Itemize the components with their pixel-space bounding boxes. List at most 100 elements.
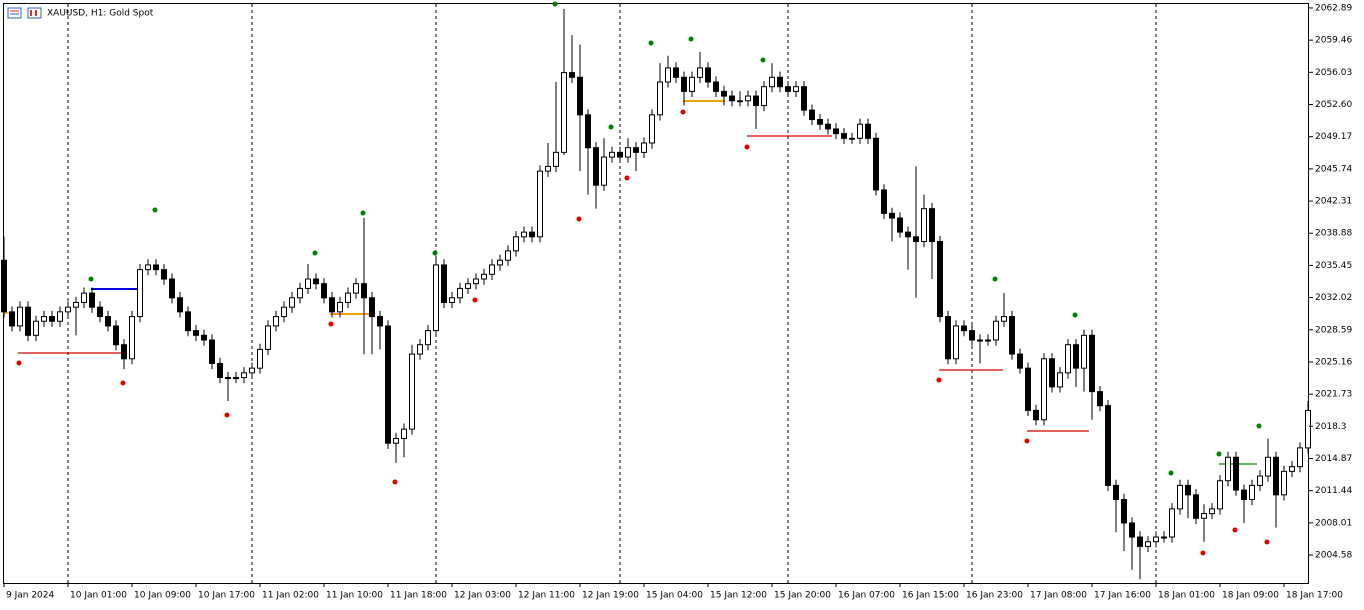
candle-body: [385, 325, 391, 444]
candle-body: [345, 292, 351, 303]
y-tick-label: 2062.89: [1315, 3, 1352, 13]
candle-body: [1129, 522, 1135, 538]
candle-body: [121, 344, 127, 360]
x-tick-label: 11 Jan 18:00: [390, 591, 447, 601]
x-tick-label: 18 Jan 17:00: [1286, 591, 1343, 601]
candle-body: [753, 95, 759, 106]
candle-body: [457, 287, 463, 299]
y-tick-label: 2032.02: [1315, 293, 1352, 303]
candle-body: [257, 348, 263, 369]
candle-body: [1161, 536, 1167, 539]
x-tick-label: 11 Jan 02:00: [262, 591, 319, 601]
dot: [648, 40, 654, 46]
candle-body: [369, 297, 375, 318]
candle-body: [9, 311, 15, 327]
y-tick-label: 2038.88: [1315, 229, 1352, 239]
candle-body: [1153, 536, 1159, 543]
candle-body: [609, 151, 615, 158]
dot: [552, 1, 558, 7]
candle-body: [1065, 344, 1071, 374]
candle-body: [657, 81, 663, 116]
candle-body: [1081, 334, 1087, 369]
candle-body: [1033, 409, 1039, 421]
x-tick-label: 12 Jan 19:00: [582, 591, 639, 601]
dot: [152, 207, 158, 213]
candle-body: [825, 123, 831, 130]
candle-body: [401, 428, 407, 440]
candle-body: [849, 137, 855, 140]
candle-body: [665, 67, 671, 83]
candle-body: [201, 334, 207, 341]
candle-body: [1305, 409, 1311, 449]
candle-body: [1209, 508, 1215, 515]
candle-body: [1057, 372, 1063, 388]
icon: [7, 7, 22, 19]
candle-body: [25, 306, 31, 336]
candle-body: [793, 86, 799, 92]
candle-body: [1233, 456, 1239, 491]
y-tick-label: 2045.74: [1315, 164, 1352, 174]
chart-title: XAUUSD, H1: Gold Spot: [47, 9, 154, 19]
candle-body: [641, 142, 647, 153]
candle-body: [161, 269, 167, 280]
dot: [576, 216, 582, 222]
dot: [1168, 470, 1174, 476]
candle-body: [1257, 475, 1263, 486]
candle-body: [433, 264, 439, 332]
candle-body: [785, 86, 791, 92]
candle-body: [89, 292, 95, 308]
candle-body: [945, 316, 951, 360]
candle-body: [1217, 480, 1223, 510]
candle-body: [249, 367, 255, 374]
candle-body: [441, 264, 447, 303]
candle-body: [361, 283, 367, 299]
candle-body: [273, 316, 279, 327]
candle-body: [1121, 498, 1127, 524]
dot: [120, 380, 126, 386]
candle-body: [553, 151, 559, 167]
candle-body: [857, 123, 863, 139]
candle-body: [97, 306, 103, 318]
candle-body: [801, 86, 807, 111]
candle-body: [185, 311, 191, 332]
candle-body: [129, 316, 135, 360]
x-tick-label: 10 Jan 17:00: [198, 591, 255, 601]
candle-body: [329, 297, 335, 313]
y-tick-label: 2059.46: [1315, 36, 1352, 46]
dot: [1200, 550, 1206, 556]
candle-body: [153, 264, 159, 271]
x-tick-label: 18 Jan 01:00: [1158, 591, 1215, 601]
candle-body: [881, 189, 887, 214]
dot: [1264, 539, 1270, 545]
candle-body: [297, 287, 303, 299]
x-tick-label: 11 Jan 10:00: [326, 591, 383, 601]
dot: [1232, 527, 1238, 533]
x-tick-label: 16 Jan 07:00: [838, 591, 895, 601]
candle-body: [1273, 456, 1279, 496]
dot: [1216, 451, 1222, 457]
candle-body: [473, 278, 479, 285]
plot-frame: [3, 3, 1309, 584]
candle-body: [425, 330, 431, 346]
candle-body: [105, 316, 111, 327]
candle-body: [529, 231, 535, 238]
candle-body: [393, 438, 399, 444]
candle-body: [1241, 489, 1247, 500]
candle-body: [225, 377, 231, 380]
candle-body: [865, 123, 871, 139]
candle-body: [177, 297, 183, 313]
y-tick-label: 2056.03: [1315, 68, 1352, 78]
y-tick-label: 2035.45: [1315, 261, 1352, 271]
y-tick-label: 2014.87: [1315, 454, 1352, 464]
x-tick-label: 15 Jan 20:00: [774, 591, 831, 601]
candle-body: [1185, 484, 1191, 496]
candle-body: [633, 147, 639, 153]
candle-body: [1169, 508, 1175, 538]
dot: [936, 377, 942, 383]
candle-body: [1289, 466, 1295, 472]
dot: [1024, 438, 1030, 444]
y-tick-label: 2008.01: [1315, 518, 1352, 528]
dot: [1256, 423, 1262, 429]
candle-body: [1089, 334, 1095, 393]
dot: [432, 250, 438, 256]
